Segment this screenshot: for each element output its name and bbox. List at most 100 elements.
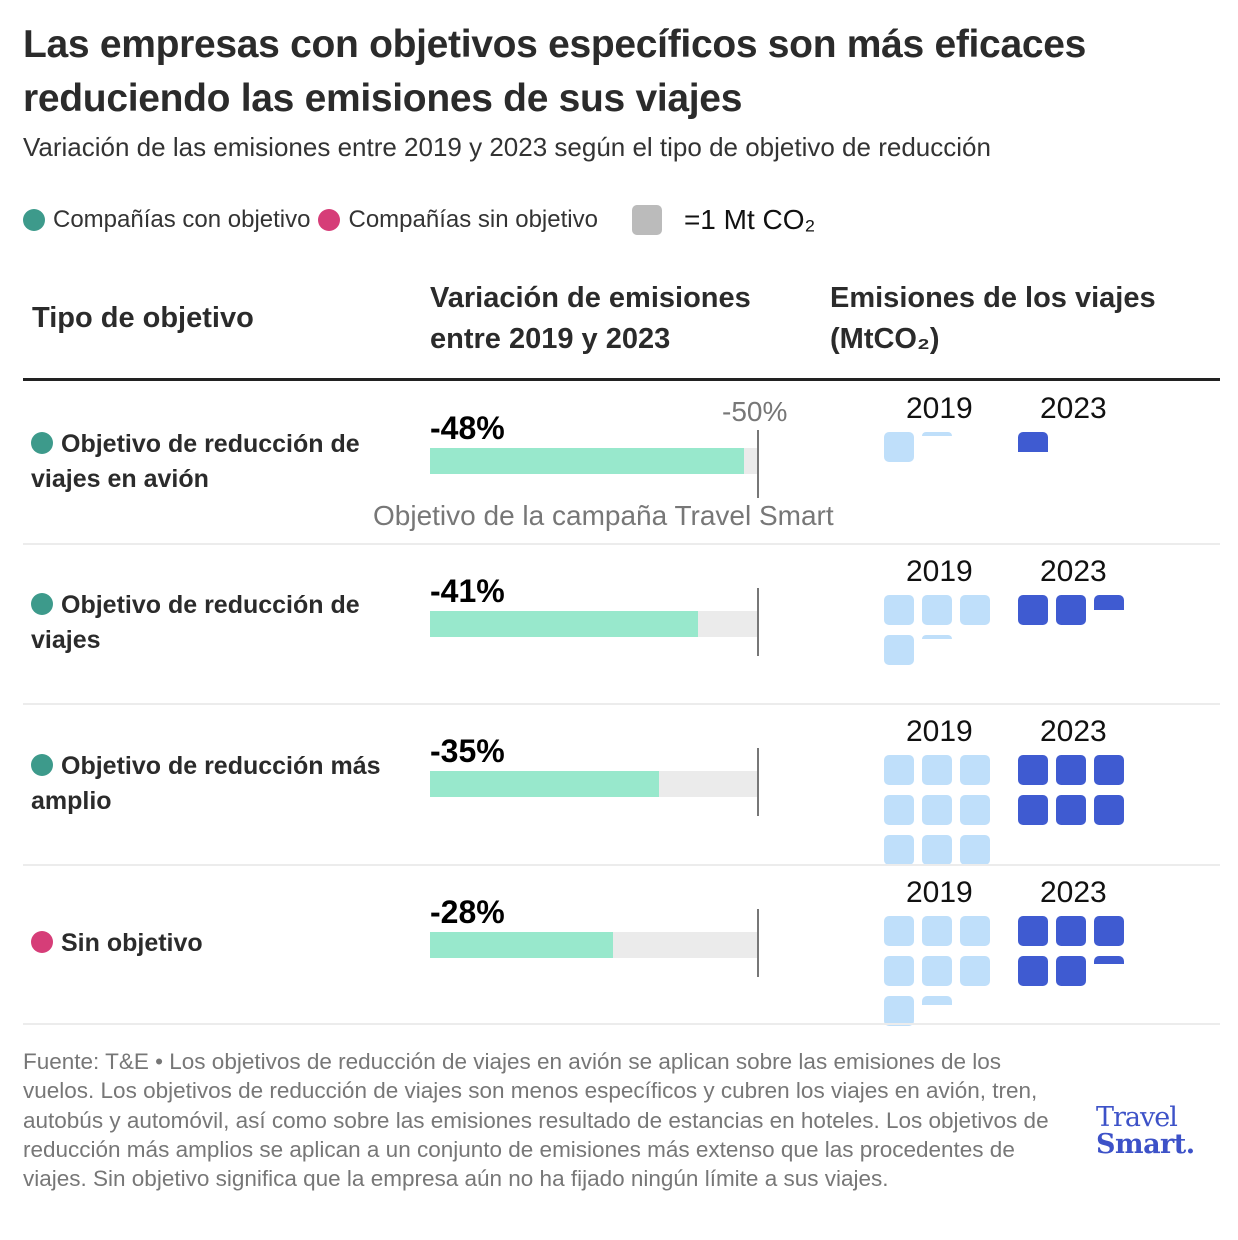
- year-label-2023: 2023: [1040, 392, 1107, 425]
- row-separator: [23, 703, 1220, 705]
- waffle-cell: [884, 432, 914, 462]
- waffle-cell-partial: [922, 432, 952, 436]
- row-group-dot-icon: [31, 754, 53, 776]
- row-separator: [23, 1023, 1220, 1025]
- bar-track: [430, 448, 757, 474]
- reference-line-annotation: Objetivo de la campaña Travel Smart: [373, 500, 834, 531]
- reference-line-label: -50%: [722, 396, 788, 427]
- reference-line: [757, 909, 759, 977]
- waffle-cell: [1056, 956, 1086, 986]
- waffle-cell: [1056, 795, 1086, 825]
- chart-subtitle: Variación de las emisiones entre 2019 y …: [23, 132, 991, 162]
- legend: Compañías con objetivo Compañías sin obj…: [23, 200, 815, 240]
- row-label-text: Sin objetivo: [61, 929, 203, 957]
- chart-title: Las empresas con objetivos específicos s…: [23, 23, 1087, 120]
- footer-source-note: Fuente: T&E • Los objetivos de reducción…: [23, 1049, 1049, 1192]
- waffle-cell: [922, 835, 952, 865]
- waffle-cell: [1094, 755, 1124, 785]
- column-header-emissions-line2: (MtCO₂): [830, 323, 940, 355]
- column-header-type: Tipo de objetivo: [32, 302, 254, 334]
- waffle-cell: [1018, 755, 1048, 785]
- row-group-dot-icon: [31, 432, 53, 454]
- waffle-cell: [922, 755, 952, 785]
- waffle-cell: [1018, 916, 1048, 946]
- legend-dot-with-target-icon: [23, 209, 45, 231]
- waffle-cell: [884, 795, 914, 825]
- waffle-cell: [1018, 956, 1048, 986]
- waffle-cell: [884, 956, 914, 986]
- waffle-cell: [884, 996, 914, 1026]
- row-group-dot-icon: [31, 931, 53, 953]
- waffle-cell-partial: [1094, 956, 1124, 964]
- column-header-emissions-line1: Emisiones de los viajes: [830, 282, 1156, 314]
- year-label-2023: 2023: [1040, 876, 1107, 909]
- waffle-cell: [922, 916, 952, 946]
- bar: [430, 932, 614, 958]
- year-label-2023: 2023: [1040, 555, 1107, 588]
- column-header-variation: Variación de emisiones entre 2019 y 2023: [430, 278, 751, 360]
- reference-line: [757, 748, 759, 816]
- waffle-cell: [1094, 916, 1124, 946]
- waffle-cell: [1056, 916, 1086, 946]
- bar-value-label: -41%: [430, 573, 505, 609]
- waffle-cell: [960, 916, 990, 946]
- column-header-emissions: Emisiones de los viajes (MtCO₂): [830, 278, 1156, 360]
- reference-line: [757, 430, 759, 498]
- row-label: Sin objetivo: [31, 926, 401, 961]
- bar-value-label: -48%: [430, 410, 505, 446]
- bar-track: [430, 611, 757, 637]
- waffle-cell-partial: [922, 635, 952, 639]
- bar-track: [430, 771, 757, 797]
- row-label-text: Objetivo de reducción más amplio: [31, 752, 381, 815]
- waffle-cell-partial: [922, 996, 952, 1005]
- row-group-dot-icon: [31, 593, 53, 615]
- waffle-cell: [1094, 795, 1124, 825]
- travel-smart-logo: Travel Smart.: [1096, 1104, 1195, 1158]
- bar-value-label: -35%: [430, 733, 505, 769]
- bar: [430, 448, 744, 474]
- waffle-cell: [884, 635, 914, 665]
- waffle-cell: [884, 755, 914, 785]
- waffle-cell: [884, 835, 914, 865]
- waffle-cell: [960, 956, 990, 986]
- bar-value-label: -28%: [430, 894, 505, 930]
- waffle-cell: [960, 755, 990, 785]
- reference-line: [757, 588, 759, 656]
- legend-unit-label: =1 Mt CO₂: [683, 204, 816, 235]
- row-label: Objetivo de reducción más amplio: [31, 749, 401, 819]
- row-label: Objetivo de reducción de viajes: [31, 588, 401, 658]
- year-label-2023: 2023: [1040, 715, 1107, 748]
- year-label-2019: 2019: [906, 392, 973, 425]
- row-label-text: Objetivo de reducción de viajes: [31, 591, 360, 654]
- header-rule: [23, 378, 1220, 381]
- legend-label-without-target: Compañías sin objetivo: [348, 206, 598, 233]
- waffle-cell: [922, 956, 952, 986]
- row-label: Objetivo de reducción de viajes en avión: [31, 427, 401, 497]
- legend-item-with-target: Compañías con objetivo: [23, 206, 310, 234]
- row-separator: [23, 543, 1220, 545]
- waffle-cell: [1018, 795, 1048, 825]
- bar-track: [430, 932, 757, 958]
- bar: [430, 771, 659, 797]
- waffle-cell-partial: [1018, 432, 1048, 452]
- year-label-2019: 2019: [906, 715, 973, 748]
- logo-line2: Smart.: [1096, 1129, 1195, 1160]
- waffle-cell: [1056, 755, 1086, 785]
- waffle-cell: [884, 916, 914, 946]
- column-header-variation-line2: entre 2019 y 2023: [430, 323, 671, 355]
- logo-line1: Travel: [1096, 1102, 1178, 1133]
- waffle-cell: [960, 835, 990, 865]
- waffle-cell-partial: [1094, 595, 1124, 610]
- bar: [430, 611, 699, 637]
- waffle-cell: [1056, 595, 1086, 625]
- year-label-2019: 2019: [906, 555, 973, 588]
- legend-dot-without-target-icon: [318, 209, 341, 231]
- waffle-cell: [1018, 595, 1048, 625]
- legend-unit-square-icon: [631, 205, 662, 235]
- waffle-cell: [960, 795, 990, 825]
- waffle-cell: [884, 595, 914, 625]
- row-label-text: Objetivo de reducción de viajes en avión: [31, 430, 360, 493]
- waffle-cell: [922, 595, 952, 625]
- waffle-cell: [960, 595, 990, 625]
- column-header-variation-line1: Variación de emisiones: [430, 282, 751, 314]
